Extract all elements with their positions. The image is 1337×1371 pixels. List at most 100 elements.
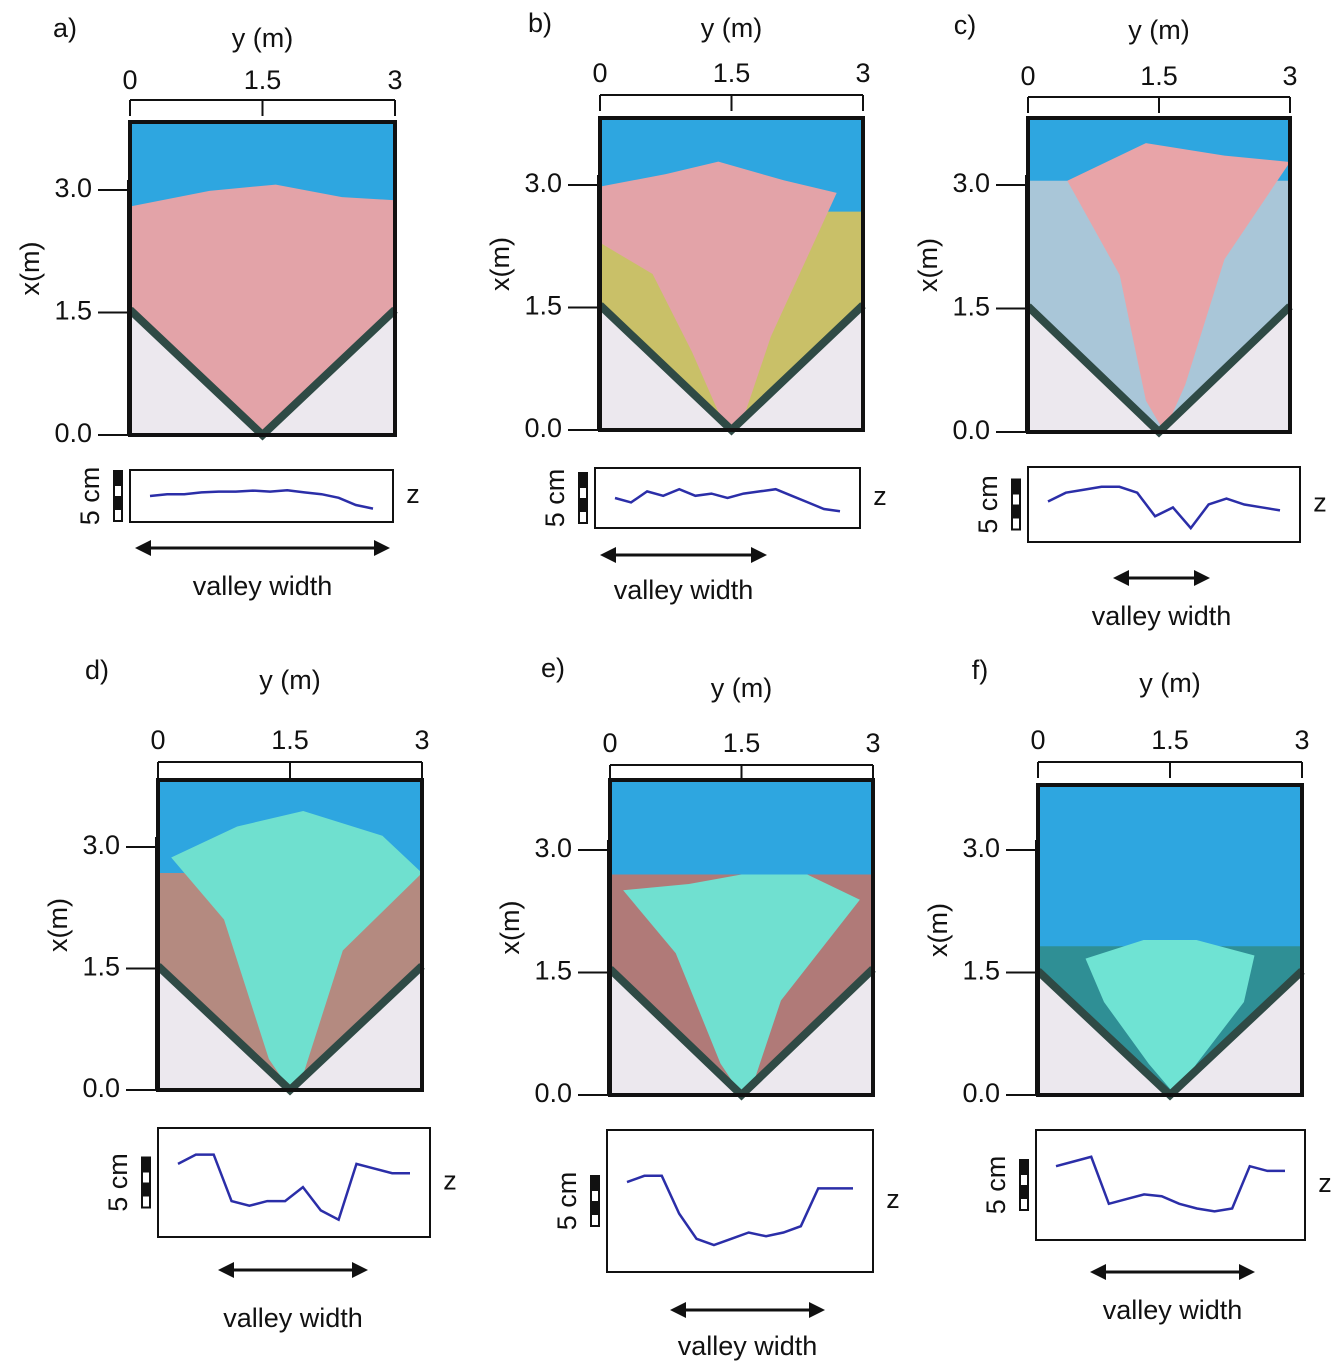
y-axis-label: y (m) [1139, 668, 1200, 698]
valley-width-label: valley width [193, 571, 333, 601]
panel: a) y (m) x(m) 0 1.5 3 3.0 1.5 0.0 5 cm z valley wid… [15, 13, 420, 601]
elevation-profile [1055, 1155, 1285, 1213]
y-tick-label: 1.5 [271, 725, 309, 755]
x-axis-label: x(m) [15, 242, 45, 296]
x-tick-label: 3.0 [952, 168, 990, 198]
scale-bar-white [592, 1215, 598, 1225]
profile-frame [606, 1129, 874, 1273]
y-axis-label: y (m) [1128, 15, 1189, 45]
scale-bar-white [115, 486, 121, 496]
photo-frame [156, 778, 424, 1092]
x-axis-label: x(m) [43, 898, 73, 952]
x-tick-label: 0.0 [82, 1073, 120, 1103]
x-tick-label: 1.5 [54, 296, 92, 326]
elevation-profile [614, 487, 841, 513]
x-tick-label: 0.0 [524, 413, 562, 443]
x-tick-label: 1.5 [962, 956, 1000, 986]
z-label: z [406, 479, 420, 509]
panel-label: a) [53, 13, 77, 43]
arrow-head [218, 1262, 234, 1278]
y-tick-label: 0 [150, 725, 165, 755]
scale-bar-white [580, 512, 586, 522]
arrow-head [809, 1302, 825, 1318]
arrow-head [352, 1262, 368, 1278]
arrow-head [1194, 570, 1210, 586]
fan-deposit [171, 811, 422, 1090]
photo-frame [1026, 116, 1292, 434]
z-label: z [1313, 488, 1327, 518]
x-tick-label: 0.0 [962, 1078, 1000, 1108]
x-axis-label: x(m) [913, 238, 943, 292]
panel: b) y (m) x(m) 0 1.5 3 3.0 1.5 0.0 5 cm z valley wid… [485, 8, 887, 605]
panel-label: c) [954, 10, 977, 40]
scale-bar-white [1021, 1175, 1027, 1185]
scale-bar-white [1013, 494, 1019, 505]
panel: e) y (m) x(m) 0 1.5 3 3.0 1.5 0.0 5 cm z valley wid… [495, 653, 900, 1361]
arrow-head [1239, 1264, 1255, 1280]
y-tick-label: 3 [414, 725, 429, 755]
panel: d) y (m) x(m) 0 1.5 3 3.0 1.5 0.0 5 cm z valley wid… [43, 655, 457, 1333]
x-tick-label: 3.0 [54, 173, 92, 203]
x-tick-label: 0.0 [952, 415, 990, 445]
scale-label: 5 cm [103, 1153, 133, 1212]
y-axis-label: y (m) [711, 673, 772, 703]
x-tick-label: 1.5 [82, 952, 120, 982]
valley-width-label: valley width [678, 1331, 818, 1361]
y-tick-label: 0 [1030, 725, 1045, 755]
x-tick-label: 3.0 [82, 830, 120, 860]
panel-label: e) [541, 653, 565, 683]
y-tick-label: 3 [1294, 725, 1309, 755]
y-tick-label: 1.5 [723, 728, 761, 758]
panel-label: f) [972, 655, 989, 685]
x-axis-label: x(m) [923, 903, 953, 957]
photo-frame [128, 120, 397, 437]
panel: f) y (m) x(m) 0 1.5 3 3.0 1.5 0.0 5 cm z valley wid… [923, 655, 1332, 1325]
panel-label: b) [528, 8, 552, 38]
y-tick-label: 0 [1020, 61, 1035, 91]
scale-bar-white [143, 1196, 149, 1207]
y-tick-label: 3 [865, 728, 880, 758]
x-tick-label: 1.5 [952, 292, 990, 322]
y-tick-label: 0 [592, 58, 607, 88]
valley-width-label: valley width [1103, 1295, 1243, 1325]
panel: c) y (m) x(m) 0 1.5 3 3.0 1.5 0.0 5 cm z valley wid… [913, 10, 1327, 631]
profile-frame [1027, 466, 1301, 543]
valley-width-label: valley width [223, 1303, 363, 1333]
valley-width-label: valley width [1092, 601, 1232, 631]
profile-frame [1035, 1129, 1306, 1241]
x-tick-label: 0.0 [534, 1078, 572, 1108]
arrow-head [1113, 570, 1129, 586]
z-label: z [886, 1184, 900, 1214]
y-tick-label: 1.5 [1151, 725, 1189, 755]
y-tick-label: 0 [602, 728, 617, 758]
scale-bar-white [143, 1172, 149, 1183]
arrow-head [600, 547, 616, 563]
y-tick-label: 3 [1282, 61, 1297, 91]
arrow-head [135, 540, 151, 556]
y-tick-label: 3 [387, 65, 402, 95]
fan-deposit [1067, 143, 1290, 432]
x-tick-label: 3.0 [962, 833, 1000, 863]
x-tick-label: 1.5 [524, 291, 562, 321]
scale-bar-white [580, 488, 586, 498]
scale-bar-white [115, 510, 121, 520]
arrow-head [670, 1302, 686, 1318]
x-tick-label: 3.0 [524, 168, 562, 198]
scale-bar-white [1021, 1199, 1027, 1209]
x-tick-label: 3.0 [534, 833, 572, 863]
elevation-profile [1047, 485, 1281, 531]
x-tick-label: 1.5 [534, 956, 572, 986]
y-axis-label: y (m) [259, 665, 320, 695]
x-axis-label: x(m) [495, 901, 525, 955]
fan-deposit [600, 161, 837, 430]
y-tick-label: 3 [855, 58, 870, 88]
photo-frame [598, 116, 865, 432]
y-tick-label: 1.5 [713, 58, 751, 88]
y-tick-label: 1.5 [1140, 61, 1178, 91]
elevation-profile [177, 1153, 410, 1222]
scale-label: 5 cm [981, 1156, 1011, 1215]
fan-deposit [623, 874, 860, 1095]
y-tick-label: 1.5 [244, 65, 282, 95]
